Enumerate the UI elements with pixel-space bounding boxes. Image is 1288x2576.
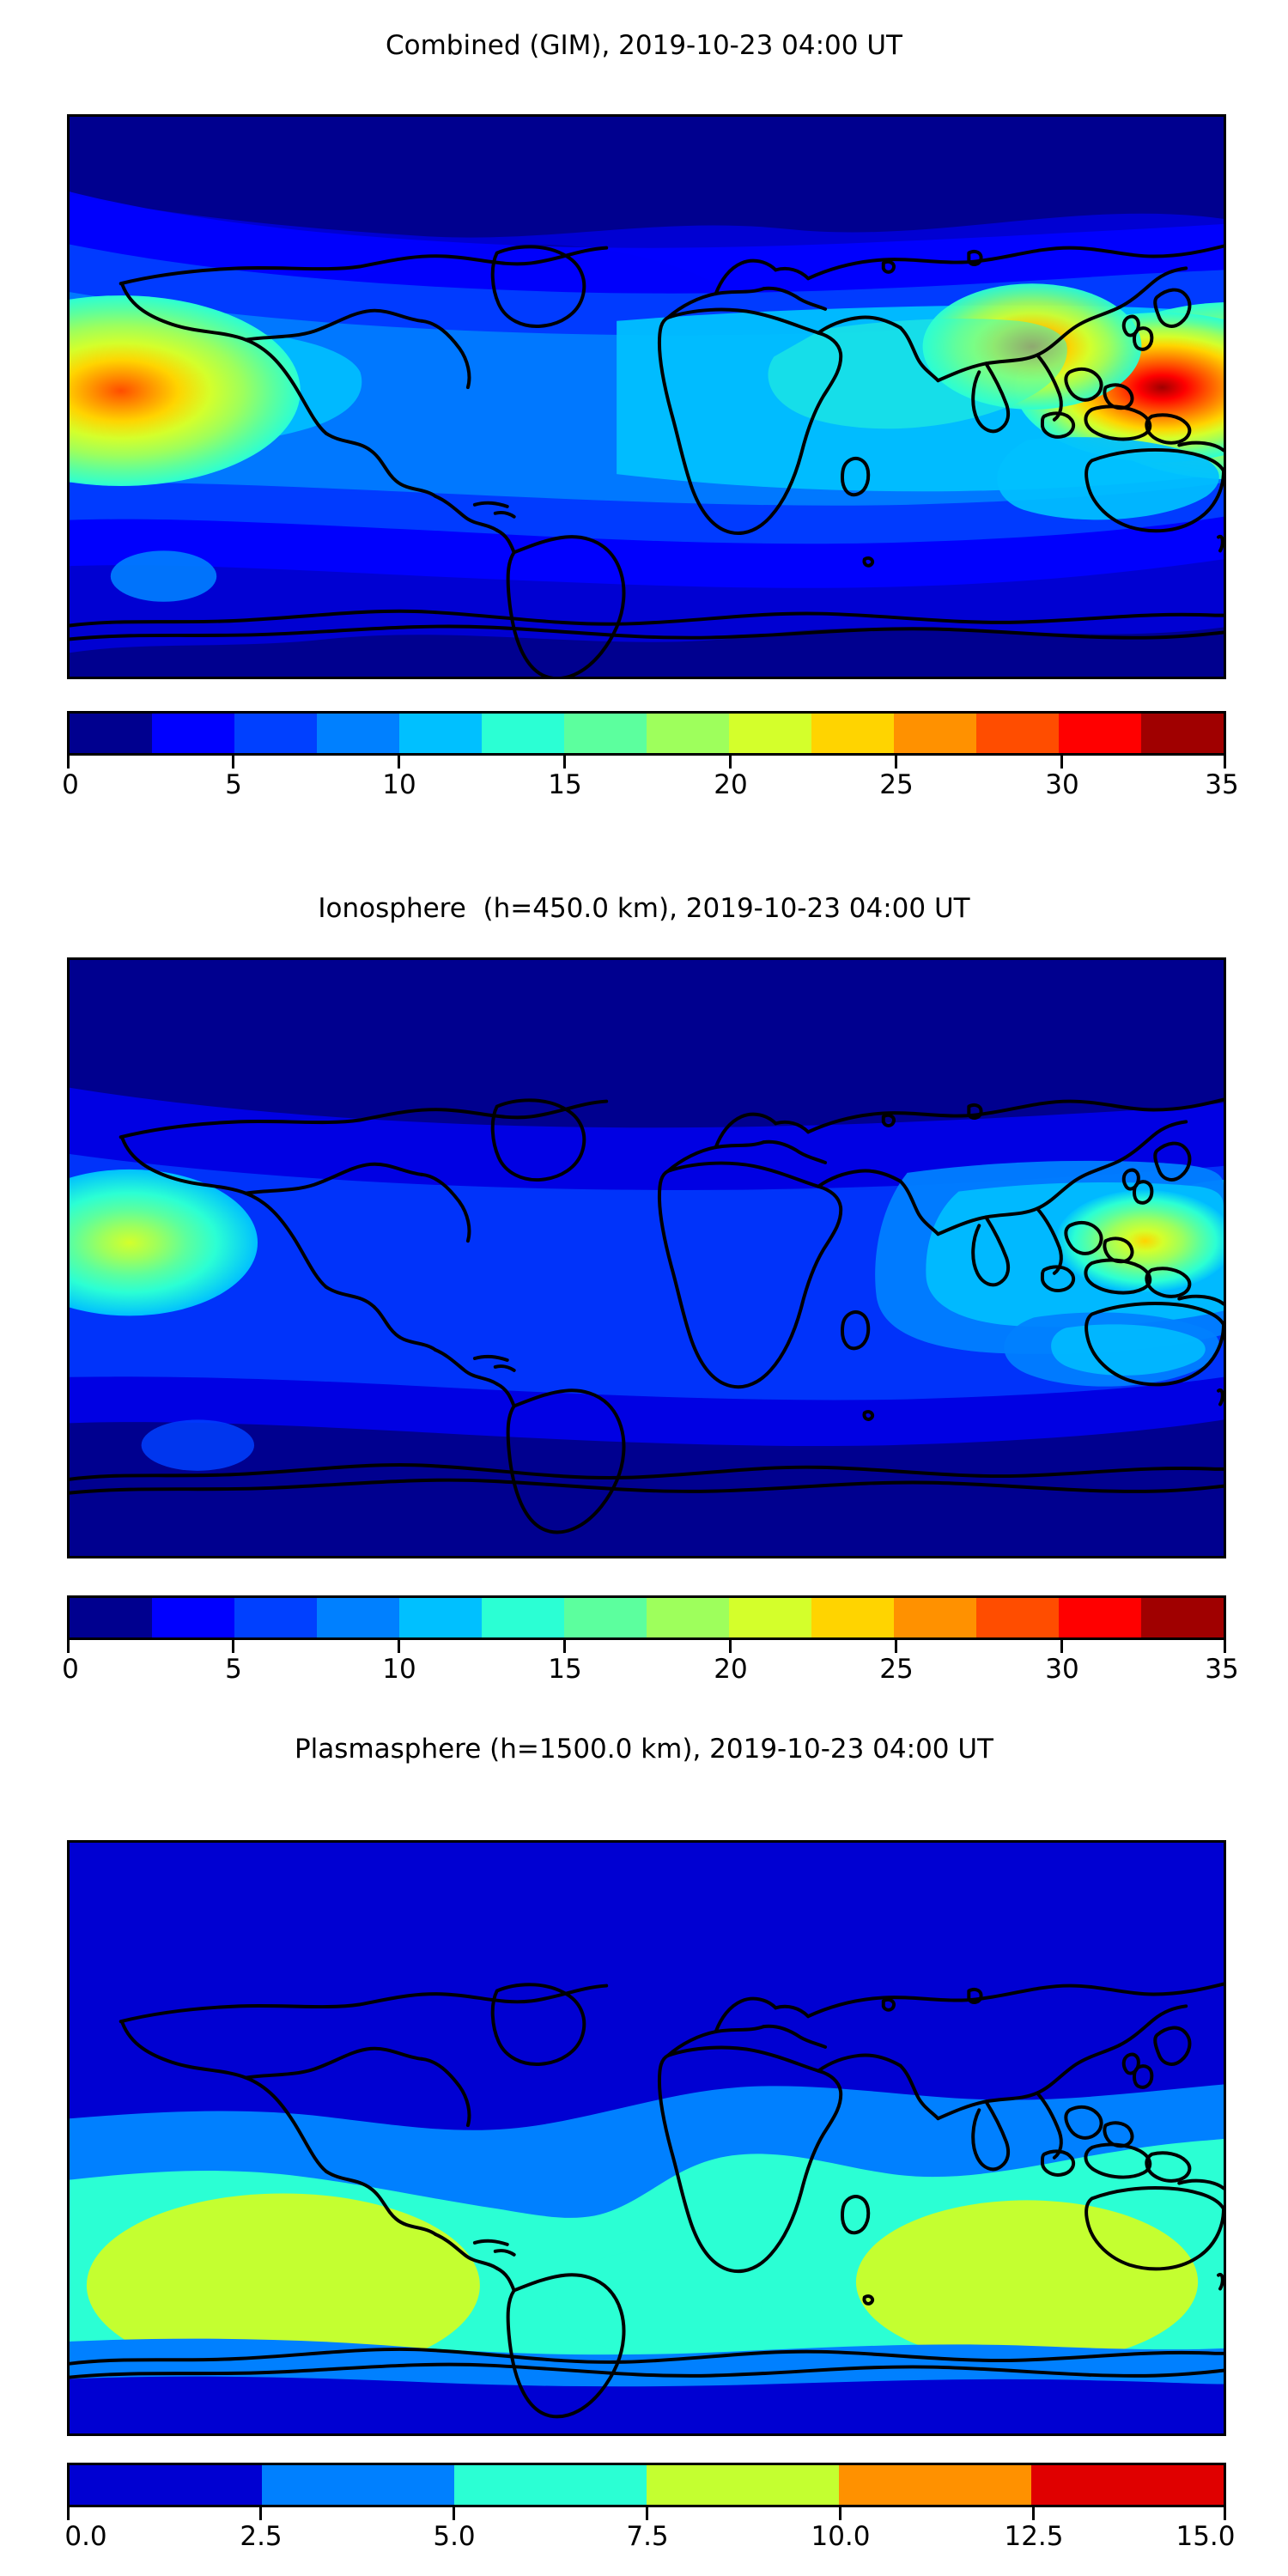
panel-title-combined-gim: Combined (GIM), 2019-10-23 04:00 UT [386, 30, 902, 61]
colorbar-ticks-plasmasphere [67, 2507, 1226, 2521]
cb2-tick-1: 5 [225, 1654, 242, 1685]
cb3-tick-2: 5.0 [433, 2521, 476, 2552]
cb1-tick-7: 35 [1205, 769, 1239, 800]
cb1-tick-6: 30 [1045, 769, 1079, 800]
map-inner-combined [70, 117, 1224, 677]
cb3-tick-3: 7.5 [626, 2521, 669, 2552]
cb3-tick-1: 2.5 [240, 2521, 283, 2552]
cb1-tick-0: 0 [62, 769, 79, 800]
cb2-tick-3: 15 [548, 1654, 582, 1685]
contour-field-ionosphere [70, 960, 1224, 1556]
cb1-tick-1: 5 [225, 769, 242, 800]
colorbar-gradient-ionosphere [67, 1595, 1226, 1640]
panel-combined-gim: Combined (GIM), 2019-10-23 04:00 UT [0, 0, 1288, 859]
colorbar-combined-gim: 0 5 10 15 20 25 30 35 [62, 711, 1239, 807]
colorbar-gradient-combined [67, 711, 1226, 756]
contour-field-plasmasphere [70, 1843, 1224, 2433]
colorbar-labels-combined: 0 5 10 15 20 25 30 35 [62, 769, 1239, 807]
map-ionosphere [67, 957, 1226, 1558]
cb3-tick-5: 12.5 [1004, 2521, 1064, 2552]
colorbar-ticks-ionosphere [67, 1640, 1226, 1654]
colorbar-gradient-plasmasphere [67, 2463, 1226, 2507]
cb1-tick-5: 25 [879, 769, 914, 800]
map-inner-ionosphere [70, 960, 1224, 1556]
panel-title-plasmasphere: Plasmasphere (h=1500.0 km), 2019-10-23 0… [294, 1734, 993, 1765]
cb3-tick-6: 15.0 [1176, 2521, 1236, 2552]
cb3-tick-4: 10.0 [811, 2521, 871, 2552]
colorbar-ionosphere: 0 5 10 15 20 25 30 35 [62, 1595, 1239, 1692]
panel-ionosphere: Ionosphere (h=450.0 km), 2019-10-23 04:0… [0, 0, 1288, 1686]
cb2-tick-0: 0 [62, 1654, 79, 1685]
contour-field-combined [70, 117, 1224, 677]
colorbar-ticks-combined [67, 756, 1226, 769]
map-inner-plasmasphere [70, 1843, 1224, 2433]
cb2-tick-5: 25 [879, 1654, 914, 1685]
colorbar-plasmasphere: 0.0 2.5 5.0 7.5 10.0 12.5 15.0 [64, 2463, 1236, 2559]
panel-title-ionosphere: Ionosphere (h=450.0 km), 2019-10-23 04:0… [318, 893, 970, 924]
cb1-tick-2: 10 [382, 769, 416, 800]
cb1-tick-4: 20 [714, 769, 748, 800]
colorbar-labels-ionosphere: 0 5 10 15 20 25 30 35 [62, 1654, 1239, 1692]
cb2-tick-4: 20 [714, 1654, 748, 1685]
cb3-tick-0: 0.0 [64, 2521, 107, 2552]
map-combined-gim [67, 114, 1226, 679]
map-plasmasphere [67, 1840, 1226, 2436]
cb2-tick-7: 35 [1205, 1654, 1239, 1685]
cb2-tick-2: 10 [382, 1654, 416, 1685]
cb1-tick-3: 15 [548, 769, 582, 800]
cb2-tick-6: 30 [1045, 1654, 1079, 1685]
colorbar-labels-plasmasphere: 0.0 2.5 5.0 7.5 10.0 12.5 15.0 [64, 2521, 1235, 2559]
